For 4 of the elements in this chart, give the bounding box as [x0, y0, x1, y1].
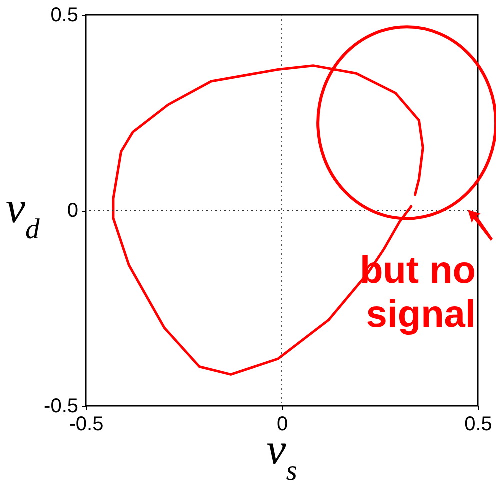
y-axis-title: ν$_{d}$: [6, 184, 41, 245]
y-tick-label: 0.5: [50, 4, 78, 26]
x-tick-label: 0.5: [464, 414, 492, 436]
y-tick-label: 0: [67, 200, 78, 222]
